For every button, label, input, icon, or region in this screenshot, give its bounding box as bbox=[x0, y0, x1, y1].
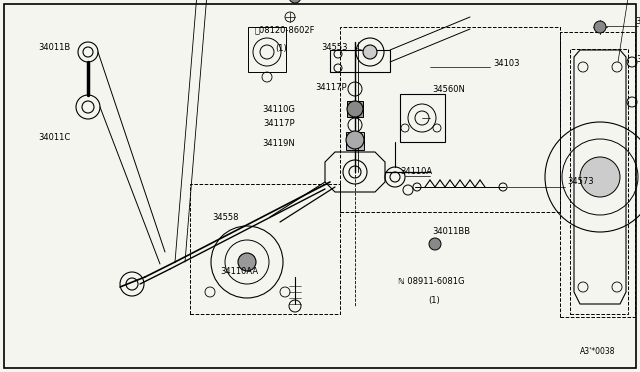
Bar bbox=[248, 27, 286, 72]
Text: 34011C: 34011C bbox=[38, 132, 70, 141]
Text: 34553: 34553 bbox=[321, 44, 348, 52]
Bar bbox=[560, 32, 635, 317]
Bar bbox=[400, 94, 445, 142]
Text: Ⓒ08120-8602F: Ⓒ08120-8602F bbox=[255, 26, 316, 35]
Circle shape bbox=[346, 131, 364, 149]
Circle shape bbox=[289, 0, 301, 3]
Text: 34110G: 34110G bbox=[262, 106, 295, 115]
Text: 34117P: 34117P bbox=[316, 83, 347, 92]
Bar bbox=[190, 184, 340, 314]
Text: 34103: 34103 bbox=[493, 60, 520, 68]
Circle shape bbox=[347, 101, 363, 117]
Circle shape bbox=[363, 45, 377, 59]
Text: 34565M: 34565M bbox=[636, 55, 640, 64]
Bar bbox=[570, 49, 628, 314]
Text: 34119N: 34119N bbox=[262, 140, 295, 148]
Circle shape bbox=[594, 21, 606, 33]
Text: 34560N: 34560N bbox=[432, 86, 465, 94]
Text: 34117P: 34117P bbox=[264, 119, 295, 128]
Bar bbox=[330, 50, 390, 72]
Text: 34011BB: 34011BB bbox=[432, 228, 470, 237]
Text: 34573: 34573 bbox=[567, 177, 594, 186]
Text: 34011B: 34011B bbox=[38, 42, 70, 51]
Text: A3'*0038: A3'*0038 bbox=[580, 347, 616, 356]
Circle shape bbox=[580, 157, 620, 197]
Text: (1): (1) bbox=[275, 44, 287, 52]
Text: ℕ 08911-6081G: ℕ 08911-6081G bbox=[398, 278, 465, 286]
Text: 34110AA: 34110AA bbox=[220, 267, 258, 276]
Circle shape bbox=[429, 238, 441, 250]
Circle shape bbox=[238, 253, 256, 271]
Bar bbox=[346, 132, 364, 150]
Bar bbox=[340, 27, 560, 212]
Text: 34011BA: 34011BA bbox=[635, 17, 640, 26]
Text: (1): (1) bbox=[428, 295, 440, 305]
Text: 34110A: 34110A bbox=[400, 167, 432, 176]
Bar bbox=[347, 101, 363, 117]
Text: 34558: 34558 bbox=[212, 212, 239, 221]
